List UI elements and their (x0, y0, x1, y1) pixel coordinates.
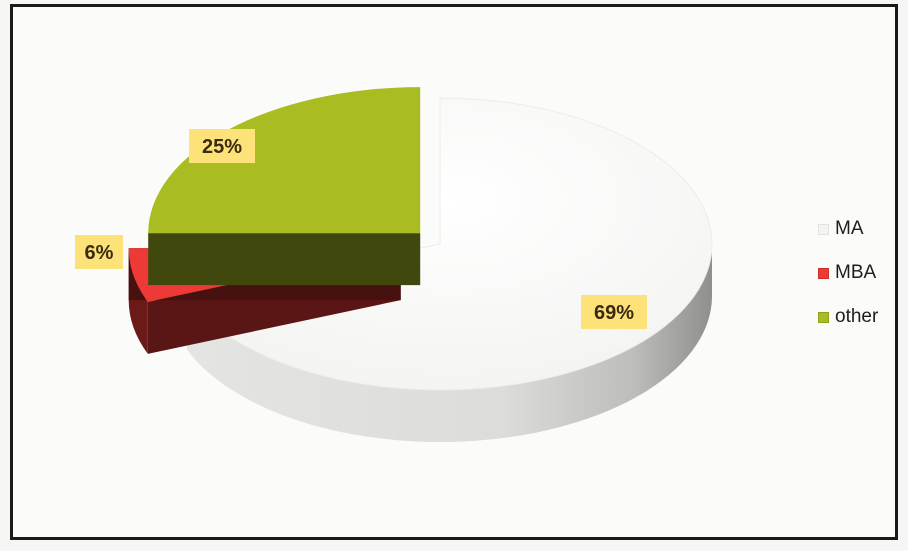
legend-label-mba: MBA (835, 262, 877, 283)
legend: MA MBA other (818, 218, 878, 350)
legend-label-ma: MA (835, 218, 864, 239)
data-label-bg-other (189, 129, 255, 163)
legend-item-ma: MA (818, 218, 878, 240)
pie-face-other-0 (148, 233, 421, 286)
legend-swatch-ma (818, 223, 829, 235)
legend-item-other: other (818, 306, 878, 328)
data-label-other: 25% (202, 136, 242, 158)
data-label-mba: 6% (85, 242, 114, 264)
pie-slice-other (148, 87, 421, 286)
legend-swatch-mba (818, 267, 829, 279)
data-label-ma: 69% (594, 302, 634, 324)
legend-swatch-other (818, 311, 829, 323)
pie-side-mba (128, 248, 148, 354)
legend-item-mba: MBA (818, 262, 878, 284)
data-label-bg-ma (581, 295, 647, 329)
legend-label-other: other (835, 306, 879, 327)
data-label-bg-mba (75, 235, 123, 269)
pie-top-other (148, 87, 421, 234)
pie-side-ma (187, 244, 712, 443)
